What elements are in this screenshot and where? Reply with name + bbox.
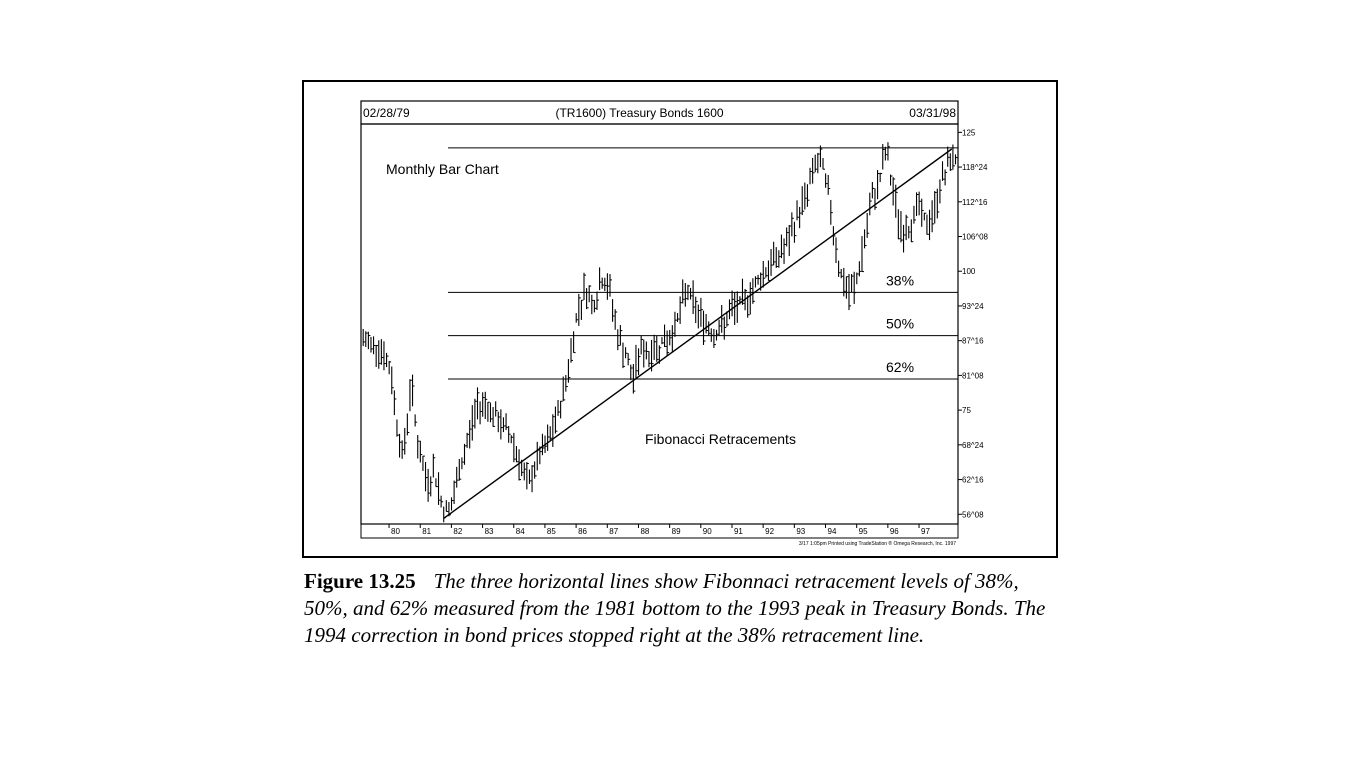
- retracement-annotation: Fibonacci Retracements: [645, 431, 796, 447]
- retracement-label: 62%: [886, 359, 914, 375]
- x-tick-label: 90: [703, 527, 712, 536]
- x-tick-label: 86: [578, 527, 587, 536]
- x-tick-label: 84: [516, 527, 525, 536]
- footer-note: 3/17 1:05pm Printed using TradeStation ®…: [799, 540, 956, 547]
- y-tick-label: 106^08: [962, 233, 989, 242]
- y-tick-label: 68^24: [962, 441, 984, 450]
- x-tick-label: 89: [672, 527, 681, 536]
- x-tick-label: 94: [828, 527, 837, 536]
- price-chart: 02/28/79 (TR1600) Treasury Bonds 1600 03/3…: [360, 100, 989, 547]
- chart-type-label: Monthly Bar Chart: [386, 161, 499, 177]
- x-tick-label: 96: [890, 527, 899, 536]
- caption-text: The three horizontal lines show Fibonnac…: [304, 569, 1046, 647]
- chart-title: (TR1600) Treasury Bonds 1600: [555, 106, 723, 120]
- x-tick-label: 81: [422, 527, 431, 536]
- x-tick-label: 83: [485, 527, 494, 536]
- x-tick-label: 82: [453, 527, 462, 536]
- x-tick-label: 93: [796, 527, 805, 536]
- x-tick-label: 95: [859, 527, 868, 536]
- y-tick-label: 81^08: [962, 371, 984, 380]
- y-tick-label: 112^16: [962, 198, 988, 207]
- y-tick-label: 56^08: [962, 510, 984, 519]
- y-tick-label: 87^16: [962, 337, 984, 346]
- figure-number: Figure 13.25: [304, 569, 416, 593]
- y-tick-label: 93^24: [962, 302, 984, 311]
- y-tick-label: 100: [962, 267, 976, 276]
- y-tick-label: 118^24: [962, 163, 988, 172]
- x-tick-label: 91: [734, 527, 743, 536]
- figure-frame: 02/28/79 (TR1600) Treasury Bonds 1600 03/3…: [302, 80, 1058, 558]
- retracement-label: 50%: [886, 316, 914, 332]
- x-tick-label: 85: [547, 527, 556, 536]
- y-tick-label: 62^16: [962, 476, 984, 485]
- end-date-label: 03/31/98: [909, 106, 956, 120]
- x-tick-label: 87: [609, 527, 618, 536]
- plot-frame: [360, 123, 959, 525]
- trendline: [443, 148, 953, 520]
- figure-caption: Figure 13.25 The three horizontal lines s…: [304, 568, 1064, 649]
- retracement-label: 38%: [886, 272, 914, 288]
- x-tick-label: 88: [640, 527, 649, 536]
- x-tick-label: 92: [765, 527, 774, 536]
- x-tick-label: 80: [391, 527, 400, 536]
- y-tick-label: 125: [962, 128, 976, 137]
- start-date-label: 02/28/79: [363, 106, 410, 120]
- x-axis-strip: [360, 523, 959, 539]
- x-tick-label: 97: [921, 527, 930, 536]
- y-tick-label: 75: [962, 406, 971, 415]
